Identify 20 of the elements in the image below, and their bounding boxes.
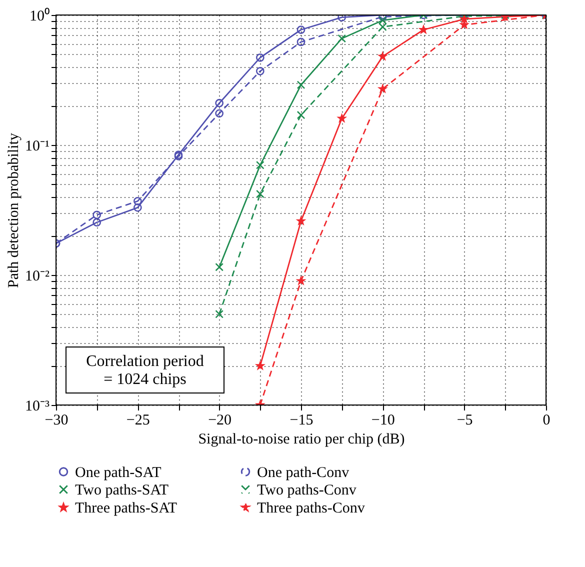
y-tick-label: 10⁰	[30, 8, 50, 24]
legend-label: Three paths-Conv	[257, 500, 366, 516]
annotation: Correlation period = 1024 chips	[86, 353, 204, 388]
x-tick-label: 0	[542, 412, 550, 428]
legend-label: One path-SAT	[75, 464, 162, 481]
x-tick-label: −15	[290, 412, 314, 428]
y-tick-label: 10⁻¹	[25, 138, 50, 154]
y-tick-label: 10⁻³	[25, 398, 50, 414]
x-tick-label: −10	[371, 412, 395, 428]
legend-label: Three paths-SAT	[75, 500, 178, 516]
legend-label: One path-Conv	[257, 464, 350, 481]
y-tick-label: 10⁻²	[25, 268, 50, 284]
legend-label: Two paths-SAT	[75, 482, 169, 498]
x-tick-label: −20	[208, 412, 232, 428]
x-tick-label: −30	[44, 412, 68, 428]
x-axis-title: Signal-to-noise ratio per chip (dB)	[198, 432, 405, 448]
legend-label: Two paths-Conv	[257, 482, 357, 498]
y-axis-title: Path detection probability	[6, 132, 22, 288]
x-tick-label: −5	[456, 412, 473, 428]
x-tick-label: −25	[126, 412, 150, 428]
